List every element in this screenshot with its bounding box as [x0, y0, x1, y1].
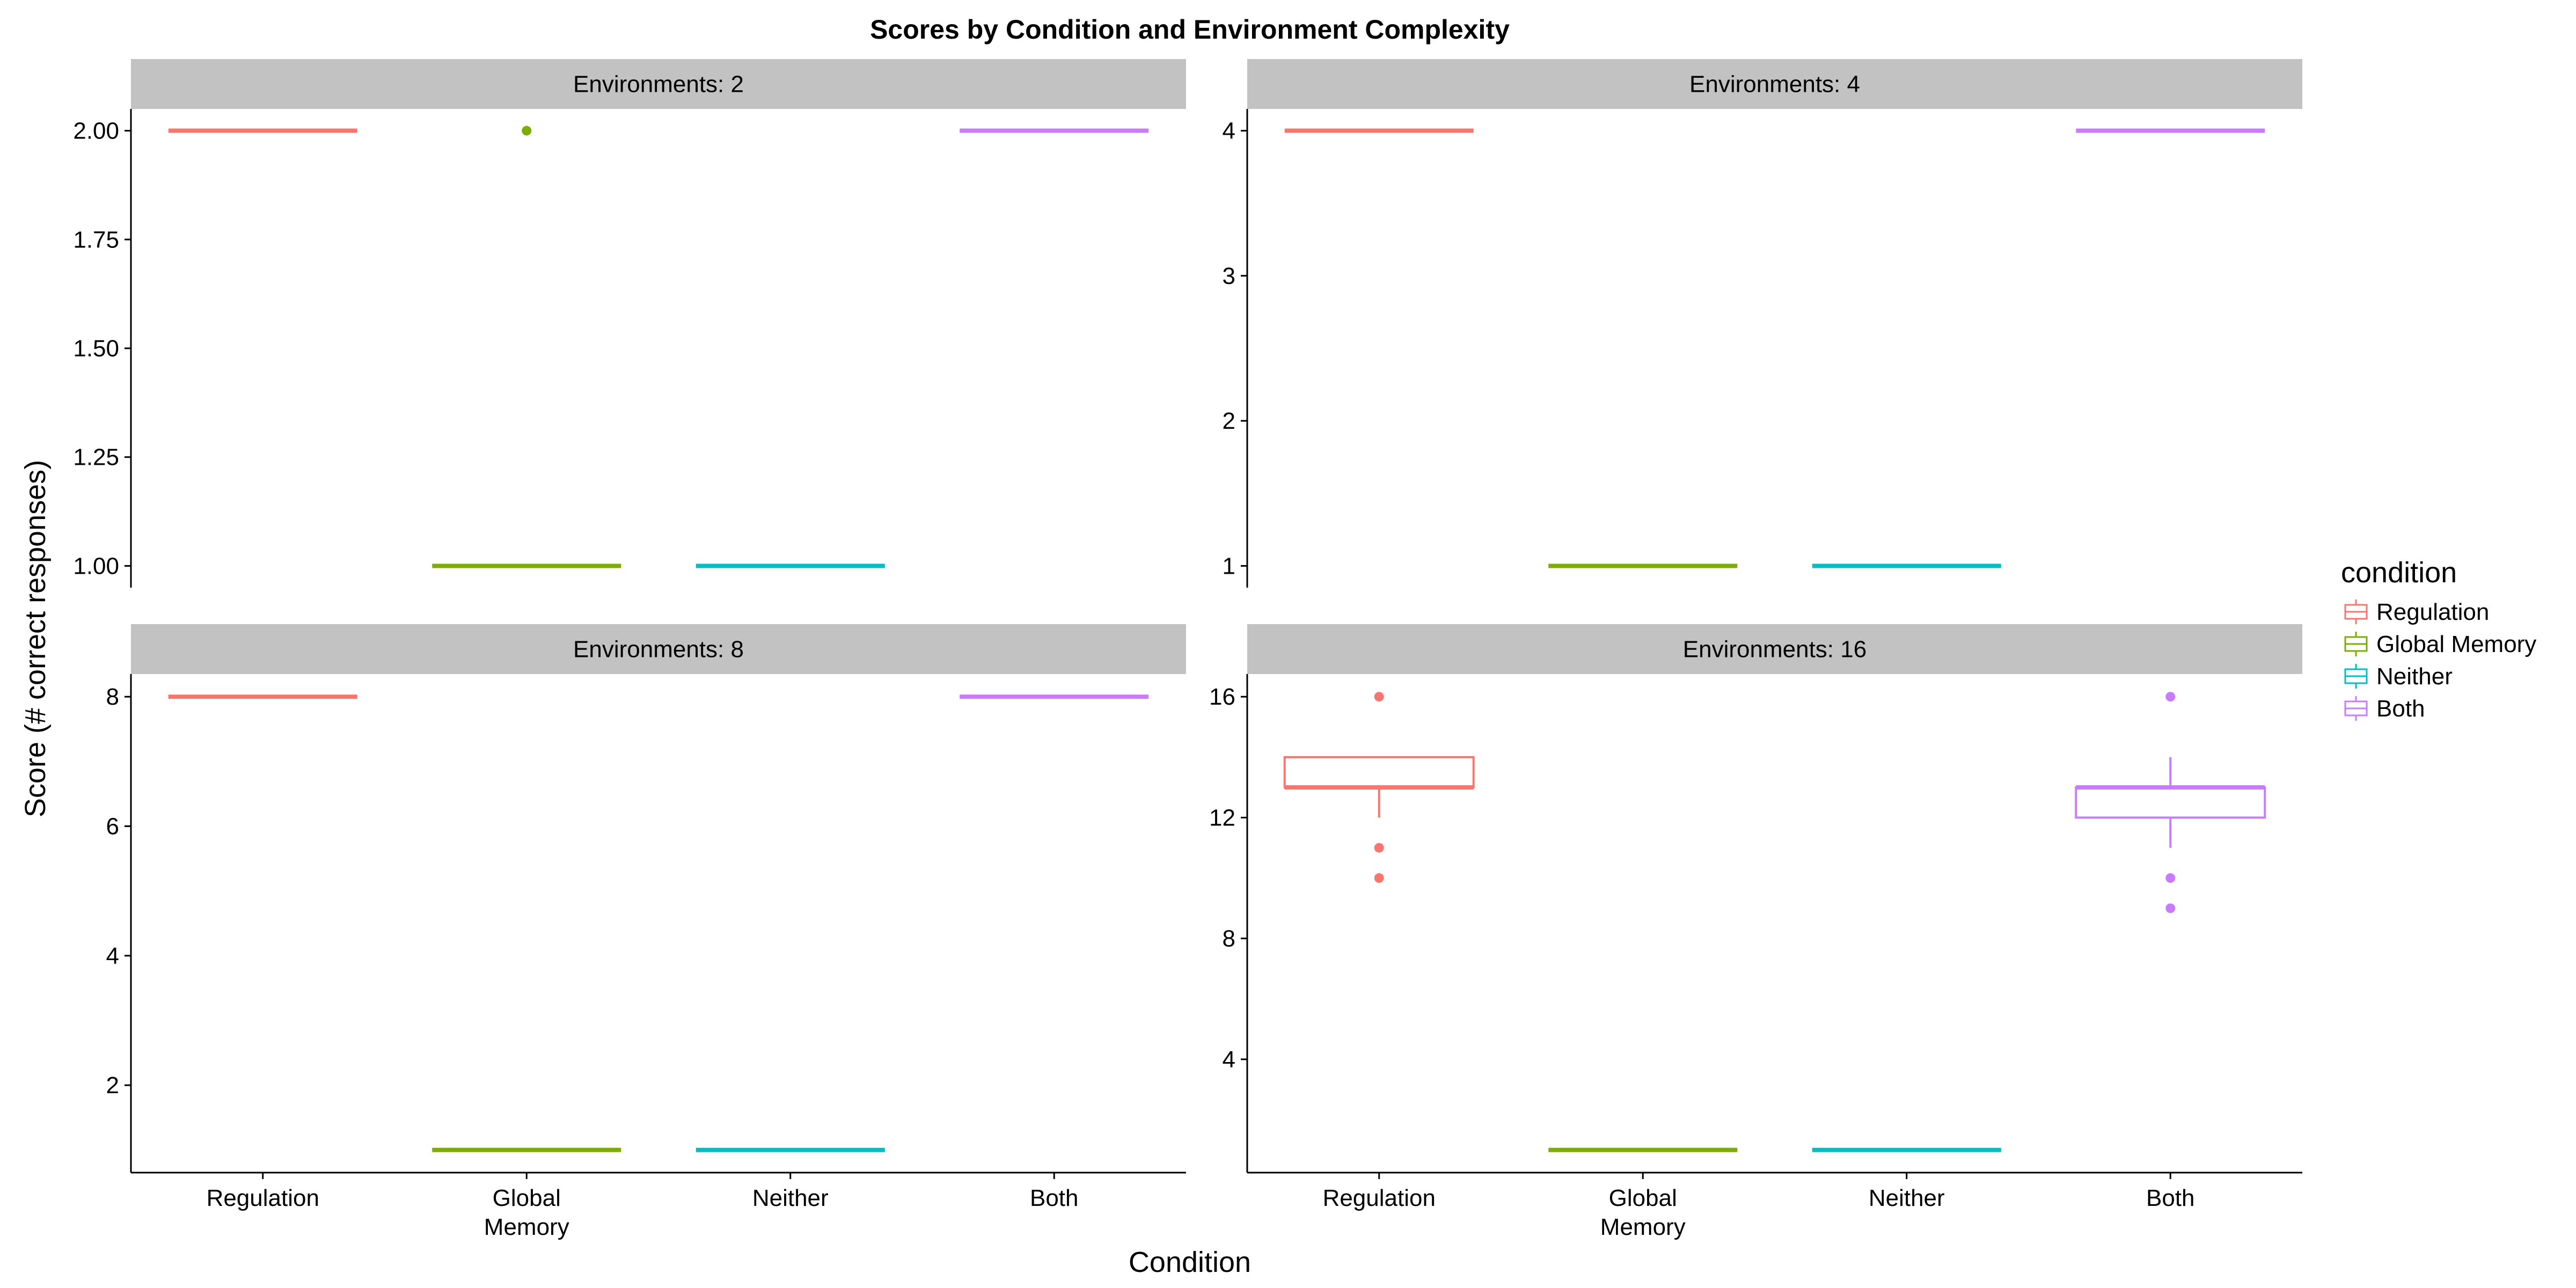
chart-title: Scores by Condition and Environment Comp…	[870, 14, 1510, 45]
y-tick-label: 1.00	[73, 553, 119, 579]
facet-strip-label: Environments: 4	[1689, 71, 1860, 98]
outlier-point	[1374, 873, 1384, 883]
x-tick-label: Regulation	[207, 1185, 319, 1211]
x-tick-label-line: Both	[1030, 1185, 1079, 1211]
legend: condition Regulation Global Memory Neither…	[2341, 557, 2536, 722]
facet-strip-label: Environments: 16	[1683, 636, 1867, 663]
y-tick-label: 1	[1223, 553, 1235, 579]
facet-strip	[131, 59, 1186, 109]
y-tick-label: 8	[106, 684, 119, 710]
legend-item: Neither	[2344, 663, 2453, 690]
outlier-point	[522, 126, 532, 136]
boxplot	[2075, 692, 2266, 913]
y-axis-title: Score (# correct responses)	[19, 460, 52, 817]
y-tick-label: 6	[106, 814, 119, 840]
legend-title: condition	[2341, 557, 2457, 589]
outlier-point	[2165, 903, 2176, 913]
legend-item: Regulation	[2344, 599, 2489, 625]
y-tick-label: 1.50	[73, 335, 119, 362]
x-tick-label: Neither	[1869, 1185, 1945, 1211]
boxplot	[1283, 692, 1475, 883]
legend-label: Regulation	[2376, 599, 2489, 625]
box-iqr	[1283, 756, 1475, 789]
facet-strip	[131, 624, 1186, 674]
outlier-point	[2165, 692, 2176, 702]
y-tick-label: 4	[1223, 1046, 1235, 1073]
box-iqr	[2075, 786, 2266, 819]
x-tick-label: Regulation	[1323, 1185, 1436, 1211]
facet-strip	[1247, 624, 2302, 674]
y-tick-label: 8	[1223, 926, 1235, 952]
x-tick-label: Neither	[752, 1185, 829, 1211]
y-tick-label: 2.00	[73, 118, 119, 144]
x-tick-label: Global Memory	[484, 1185, 569, 1240]
y-tick-label: 1.25	[73, 444, 119, 471]
facet-panel: Environments: 2 1.00 1.25 1.50 1.75 2.00	[73, 59, 1186, 588]
y-tick-label: 12	[1209, 804, 1235, 831]
y-tick-label: 2	[106, 1072, 119, 1099]
x-tick-label-line: Global	[493, 1185, 561, 1211]
outlier-point	[2165, 873, 2176, 883]
facet-panels: Environments: 21.001.251.501.752.00Envir…	[73, 59, 2302, 1240]
y-tick-label: 4	[1223, 118, 1235, 144]
x-tick-label-line: Regulation	[207, 1185, 319, 1211]
x-tick-label-line: Global	[1609, 1185, 1677, 1211]
facet-panel: Environments: 8 2 4 6 8 Regulation Global Memor…	[106, 624, 1186, 1240]
y-tick-label: 2	[1223, 408, 1235, 434]
facet-strip-label: Environments: 8	[573, 636, 744, 663]
boxplot	[432, 126, 621, 568]
x-axis-title: Condition	[1129, 1246, 1251, 1278]
facet-strip-label: Environments: 2	[573, 71, 744, 98]
facet-strip	[1247, 59, 2302, 109]
legend-label: Both	[2376, 696, 2425, 722]
y-tick-label: 3	[1223, 263, 1235, 289]
legend-item: Global Memory	[2344, 631, 2536, 657]
x-tick-label: Global Memory	[1600, 1185, 1686, 1240]
facet-panel: Environments: 4 1 2 3 4	[1223, 59, 2302, 588]
x-tick-label-line: Neither	[1869, 1185, 1945, 1211]
x-tick-label-line: Memory	[484, 1214, 569, 1240]
x-tick-label-line: Neither	[752, 1185, 829, 1211]
x-tick-label: Both	[2146, 1185, 2195, 1211]
y-tick-label: 1.75	[73, 226, 119, 253]
outlier-point	[1374, 843, 1384, 853]
y-tick-label: 4	[106, 943, 119, 969]
facet-panel: Environments: 16 4 8 12 16 Regulation Global Me…	[1209, 624, 2302, 1240]
y-tick-label: 16	[1209, 684, 1235, 710]
x-tick-label-line: Regulation	[1323, 1185, 1436, 1211]
legend-item: Both	[2344, 696, 2425, 722]
legend-label: Neither	[2376, 663, 2453, 690]
legend-label: Global Memory	[2376, 631, 2536, 657]
x-tick-label-line: Memory	[1600, 1214, 1686, 1240]
x-tick-label-line: Both	[2146, 1185, 2195, 1211]
x-tick-label: Both	[1030, 1185, 1079, 1211]
outlier-point	[1374, 692, 1384, 702]
